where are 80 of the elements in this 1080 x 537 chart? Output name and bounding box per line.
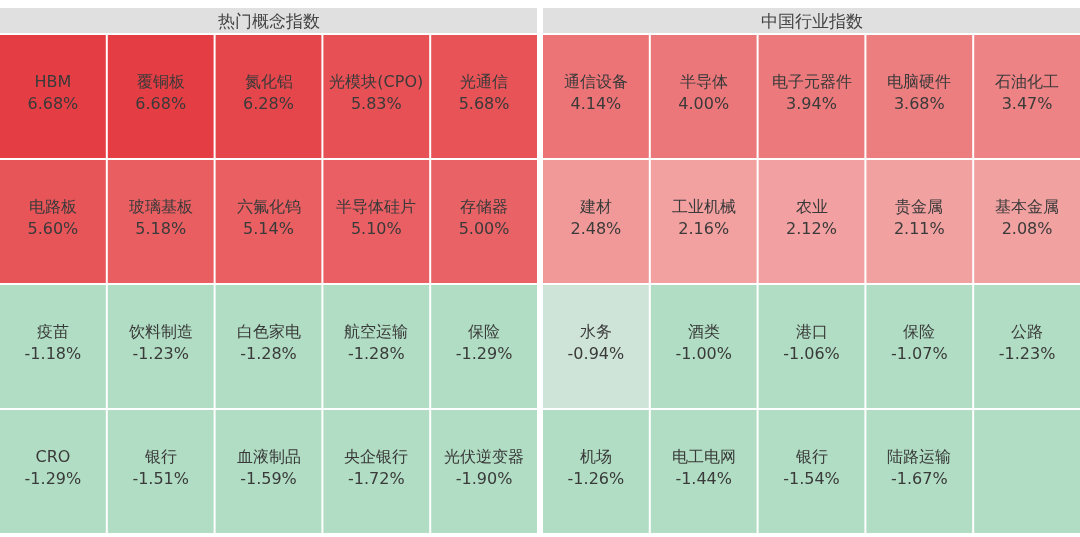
data-label: -1.67% <box>891 468 948 488</box>
category-label: 存储器 <box>460 196 509 216</box>
category-label: 机场 <box>579 446 612 466</box>
data-label: 4.00% <box>678 93 730 113</box>
data-label: 5.68% <box>458 93 510 113</box>
data-label: 5.83% <box>350 93 402 113</box>
category-label: 通信设备 <box>563 71 628 91</box>
data-label: 2.48% <box>570 218 622 238</box>
data-label: -1.29% <box>24 468 82 488</box>
data-label: -0.94% <box>567 343 625 363</box>
data-label: -1.26% <box>567 468 625 488</box>
category-label: 电工电网 <box>671 446 736 466</box>
category-label: HBM <box>34 71 72 91</box>
data-label: 6.28% <box>243 93 294 113</box>
data-label: -1.72% <box>348 468 405 488</box>
data-label: 5.10% <box>350 218 402 238</box>
data-label: -1.18% <box>24 343 82 363</box>
category-label: 银行 <box>794 446 828 466</box>
category-label: 光模块(CPO) <box>329 71 424 91</box>
data-label: 3.47% <box>1001 93 1053 113</box>
category-label: 贵金属 <box>895 196 944 216</box>
category-label: 石油化工 <box>995 71 1060 91</box>
data-label: -1.29% <box>455 343 513 363</box>
data-label: 2.08% <box>1001 218 1053 238</box>
data-label: 2.11% <box>893 218 945 238</box>
category-label: 覆铜板 <box>136 71 185 91</box>
category-label: 公路 <box>1011 321 1044 341</box>
category-label: 酒类 <box>687 321 720 341</box>
data-label: -1.23% <box>132 343 189 363</box>
data-label: 5.00% <box>458 218 510 238</box>
data-label: -1.59% <box>240 468 297 488</box>
data-label: 2.16% <box>678 218 730 238</box>
data-label: 3.68% <box>893 93 945 113</box>
category-label: 银行 <box>143 446 177 466</box>
data-label: -1.06% <box>783 343 840 363</box>
text: 热门概念指数 <box>217 10 320 31</box>
data-label: -1.90% <box>455 468 513 488</box>
category-label: 港口 <box>795 321 828 341</box>
category-label: 光伏逆变器 <box>444 446 525 466</box>
category-label: 工业机械 <box>671 196 736 216</box>
data-label: 6.68% <box>135 93 187 113</box>
category-label: 氮化铝 <box>244 71 293 91</box>
category-label: CRO <box>35 446 71 466</box>
data-label: -1.28% <box>348 343 405 363</box>
category-label: 半导体硅片 <box>336 196 417 216</box>
category-label: 水务 <box>579 321 612 341</box>
data-label: 4.14% <box>570 93 622 113</box>
data-label: 5.60% <box>27 218 79 238</box>
category-label: 半导体 <box>679 71 728 91</box>
data-label: 3.94% <box>786 93 837 113</box>
data-label: -1.07% <box>891 343 948 363</box>
data-label: -1.54% <box>783 468 840 488</box>
category-label: 白色家电 <box>236 321 301 341</box>
data-label: -1.44% <box>675 468 732 488</box>
text: 中国行业指数 <box>760 10 863 31</box>
data-label: -1.00% <box>675 343 732 363</box>
category-label: 保险 <box>903 321 936 341</box>
data-label: -1.28% <box>240 343 297 363</box>
category-label: 央企银行 <box>344 446 409 466</box>
data-label: 5.18% <box>135 218 187 238</box>
category-label: 血液制品 <box>236 446 301 466</box>
category-label: 疫苗 <box>36 321 69 341</box>
data-label: 6.68% <box>27 93 79 113</box>
data-label: -1.51% <box>132 468 189 488</box>
category-label: 电路板 <box>28 196 77 216</box>
category-label: 农业 <box>795 196 828 216</box>
data-label: 2.12% <box>786 218 837 238</box>
category-label: 光通信 <box>460 71 509 91</box>
category-label: 建材 <box>578 196 612 216</box>
category-label: 基本金属 <box>995 196 1060 216</box>
category-label: 六氟化钨 <box>236 196 301 216</box>
category-label: 玻璃基板 <box>128 196 193 216</box>
category-label: 电脑硬件 <box>887 71 952 91</box>
category-label: 饮料制造 <box>127 321 193 341</box>
category-label: 保险 <box>468 321 501 341</box>
category-label: 陆路运输 <box>887 446 952 466</box>
category-label: 电子元器件 <box>771 71 852 91</box>
category-label: 航空运输 <box>344 321 409 341</box>
data-label: -1.23% <box>998 343 1056 363</box>
data-label: 5.14% <box>243 218 294 238</box>
